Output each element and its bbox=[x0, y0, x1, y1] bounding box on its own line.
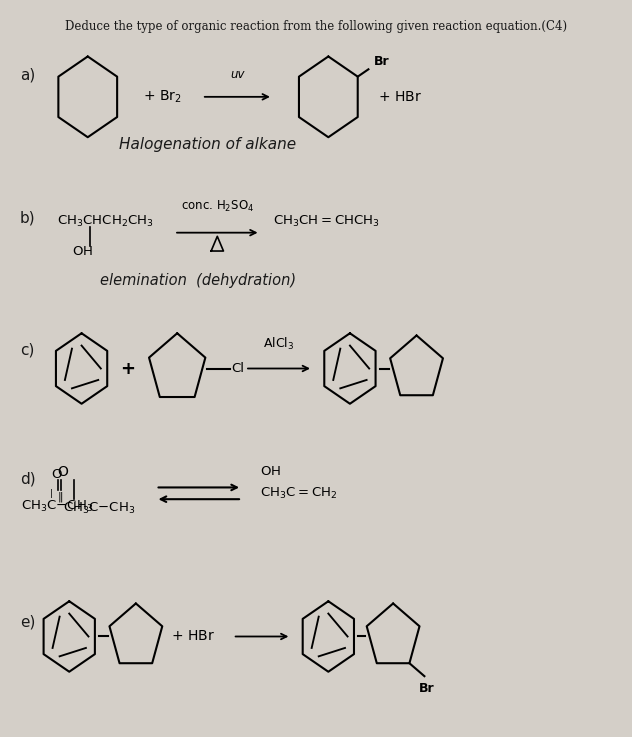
Text: Cl: Cl bbox=[231, 362, 245, 375]
Text: c): c) bbox=[20, 343, 34, 357]
Text: Br: Br bbox=[419, 682, 435, 695]
Text: $\Vert$: $\Vert$ bbox=[57, 490, 63, 504]
Text: $\mathrm{CH_3\overset{|}{C}{-}CH_3}$: $\mathrm{CH_3\overset{|}{C}{-}CH_3}$ bbox=[21, 487, 93, 514]
Text: uv: uv bbox=[231, 68, 245, 80]
Text: $\mathrm{O}$: $\mathrm{O}$ bbox=[51, 469, 63, 481]
Text: $+\ \mathrm{HBr}$: $+\ \mathrm{HBr}$ bbox=[171, 629, 215, 643]
Text: $+\ \mathrm{Br_2}$: $+\ \mathrm{Br_2}$ bbox=[143, 88, 182, 105]
Text: $+\ \mathrm{HBr}$: $+\ \mathrm{HBr}$ bbox=[378, 90, 422, 104]
Text: $\mathrm{CH_3CHCH_2CH_3}$: $\mathrm{CH_3CHCH_2CH_3}$ bbox=[57, 214, 154, 229]
Text: elemination  (dehydration): elemination (dehydration) bbox=[100, 273, 296, 288]
Text: d): d) bbox=[20, 471, 35, 486]
Text: a): a) bbox=[20, 67, 35, 83]
Text: +: + bbox=[120, 360, 135, 377]
Text: $\mathrm{CH_3CH{=}CHCH_3}$: $\mathrm{CH_3CH{=}CHCH_3}$ bbox=[273, 214, 380, 229]
Text: Halogenation of alkane: Halogenation of alkane bbox=[119, 137, 296, 152]
Text: $\mathrm{OH}$: $\mathrm{OH}$ bbox=[260, 465, 281, 478]
Text: $\mathrm{O}$: $\mathrm{O}$ bbox=[57, 464, 69, 478]
Text: $\mathrm{OH}$: $\mathrm{OH}$ bbox=[72, 245, 94, 257]
Text: conc. $\mathrm{H_2SO_4}$: conc. $\mathrm{H_2SO_4}$ bbox=[181, 199, 254, 214]
Text: Deduce the type of organic reaction from the following given reaction equation.(: Deduce the type of organic reaction from… bbox=[65, 20, 567, 32]
Text: $\mathrm{AlCl_3}$: $\mathrm{AlCl_3}$ bbox=[264, 336, 295, 352]
Text: Br: Br bbox=[374, 55, 389, 69]
Text: b): b) bbox=[20, 211, 35, 226]
Text: e): e) bbox=[20, 615, 35, 629]
Text: $\mathrm{CH_3C{=}CH_2}$: $\mathrm{CH_3C{=}CH_2}$ bbox=[260, 486, 338, 501]
Text: $\mathrm{CH_3C{-}CH_3}$: $\mathrm{CH_3C{-}CH_3}$ bbox=[63, 500, 135, 516]
